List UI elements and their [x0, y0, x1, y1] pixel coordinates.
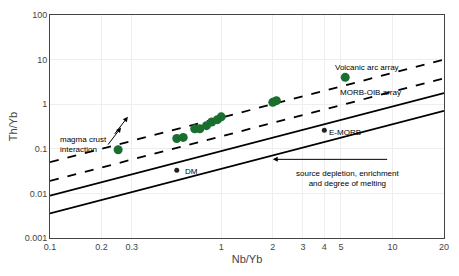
svg-text:1: 1: [219, 242, 224, 252]
svg-text:0.001: 0.001: [25, 233, 48, 243]
svg-text:3: 3: [300, 242, 305, 252]
svg-text:0.3: 0.3: [125, 242, 138, 252]
svg-text:10: 10: [387, 242, 397, 252]
svg-text:MORB-OIB array: MORB-OIB array: [340, 88, 401, 97]
svg-text:Volcanic arc array: Volcanic arc array: [335, 63, 399, 72]
svg-text:0.1: 0.1: [44, 242, 57, 252]
svg-text:2: 2: [270, 242, 275, 252]
svg-text:0.2: 0.2: [95, 242, 108, 252]
svg-text:0.1: 0.1: [35, 144, 48, 154]
svg-text:DM: DM: [185, 167, 198, 176]
svg-text:0.01: 0.01: [30, 189, 48, 199]
svg-text:magma crustinteraction: magma crustinteraction: [60, 135, 107, 154]
svg-text:4: 4: [322, 242, 327, 252]
svg-text:source depletion, enrichmentan: source depletion, enrichmentand degree o…: [296, 169, 400, 188]
svg-text:20: 20: [439, 242, 449, 252]
svg-text:10: 10: [37, 55, 47, 65]
svg-text:E-MORB: E-MORB: [329, 128, 361, 137]
svg-text:Th/Yb: Th/Yb: [7, 112, 19, 141]
svg-text:100: 100: [32, 10, 47, 20]
svg-text:5: 5: [338, 242, 343, 252]
svg-text:Nb/Yb: Nb/Yb: [232, 253, 263, 265]
svg-text:1: 1: [42, 99, 47, 109]
